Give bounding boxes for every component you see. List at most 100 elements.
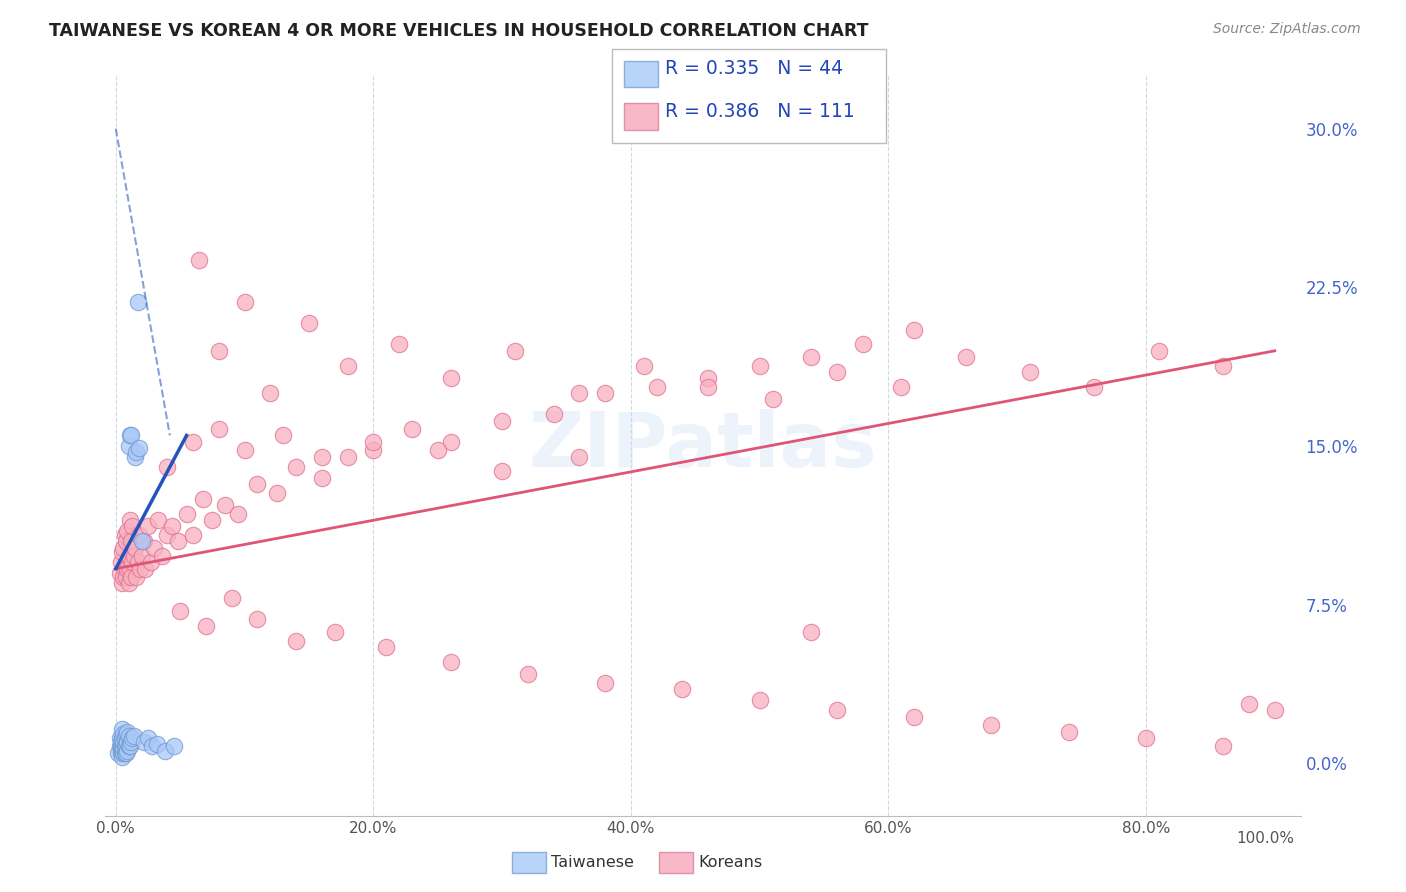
Point — [1135, 731, 1157, 745]
Point — [852, 337, 875, 351]
Point — [1083, 380, 1105, 394]
Point — [114, 562, 136, 576]
Point — [117, 735, 139, 749]
Point — [363, 434, 385, 449]
Point — [118, 428, 141, 442]
Text: ZIPatlas: ZIPatlas — [529, 409, 877, 483]
Point — [426, 443, 449, 458]
Point — [110, 555, 132, 569]
Point — [128, 528, 150, 542]
Point — [439, 655, 461, 669]
Point — [259, 386, 281, 401]
Point — [136, 519, 159, 533]
Point — [162, 519, 184, 533]
Point — [697, 371, 720, 385]
Point — [120, 534, 142, 549]
Point — [120, 428, 142, 442]
Point — [111, 731, 134, 745]
Point — [633, 359, 655, 373]
Point — [246, 477, 269, 491]
Point — [146, 737, 169, 751]
Point — [543, 407, 565, 421]
Point — [593, 676, 616, 690]
Point — [388, 337, 411, 351]
Point — [110, 741, 132, 756]
Point — [120, 570, 142, 584]
Point — [117, 562, 139, 576]
Point — [266, 485, 288, 500]
Point — [214, 498, 236, 512]
Point — [311, 450, 333, 464]
Point — [122, 729, 145, 743]
Point — [208, 343, 231, 358]
Point — [163, 739, 186, 754]
Point — [1212, 359, 1234, 373]
Point — [208, 422, 231, 436]
Text: R = 0.386   N = 111: R = 0.386 N = 111 — [665, 102, 855, 121]
Point — [131, 549, 153, 563]
Point — [748, 359, 770, 373]
Point — [1237, 697, 1260, 711]
Point — [111, 743, 134, 757]
Point — [115, 746, 138, 760]
Point — [166, 534, 188, 549]
Point — [825, 703, 848, 717]
Point — [132, 534, 155, 549]
Point — [181, 528, 204, 542]
Point — [110, 746, 132, 760]
Point — [761, 392, 783, 407]
Point — [111, 723, 134, 737]
Point — [124, 450, 146, 464]
Point — [111, 576, 134, 591]
Point — [516, 667, 538, 681]
Point — [112, 746, 135, 760]
Point — [503, 343, 526, 358]
Point — [112, 727, 135, 741]
Point — [117, 743, 139, 757]
Point — [125, 570, 148, 584]
Point — [323, 625, 346, 640]
Point — [143, 541, 166, 555]
Point — [1264, 703, 1286, 717]
Point — [233, 443, 256, 458]
Text: Source: ZipAtlas.com: Source: ZipAtlas.com — [1213, 22, 1361, 37]
Point — [117, 439, 139, 453]
Point — [117, 739, 139, 754]
Point — [201, 513, 224, 527]
Point — [671, 682, 693, 697]
Point — [800, 350, 823, 364]
Point — [118, 562, 141, 576]
Text: Koreans: Koreans — [699, 855, 763, 870]
Point — [111, 750, 134, 764]
Point — [107, 746, 129, 760]
Point — [439, 434, 461, 449]
Point — [156, 528, 179, 542]
Text: TAIWANESE VS KOREAN 4 OR MORE VEHICLES IN HOUSEHOLD CORRELATION CHART: TAIWANESE VS KOREAN 4 OR MORE VEHICLES I… — [49, 22, 869, 40]
Point — [271, 428, 294, 442]
Point — [285, 633, 308, 648]
Point — [112, 570, 135, 584]
Point — [955, 350, 977, 364]
Point — [114, 528, 136, 542]
Point — [110, 735, 132, 749]
Point — [188, 252, 211, 267]
Point — [127, 295, 149, 310]
Point — [645, 380, 668, 394]
Point — [122, 549, 145, 563]
Text: 100.0%: 100.0% — [1236, 831, 1294, 846]
Point — [115, 534, 138, 549]
Point — [112, 541, 135, 555]
Point — [375, 640, 398, 654]
Point — [825, 365, 848, 379]
Point — [139, 555, 162, 569]
Point — [568, 386, 591, 401]
Point — [181, 434, 204, 449]
Point — [593, 386, 616, 401]
Point — [1212, 739, 1234, 754]
Text: R = 0.335   N = 44: R = 0.335 N = 44 — [665, 59, 844, 78]
Point — [118, 513, 141, 527]
Point — [336, 359, 359, 373]
Point — [117, 576, 139, 591]
Point — [193, 491, 215, 506]
Point — [112, 741, 135, 756]
